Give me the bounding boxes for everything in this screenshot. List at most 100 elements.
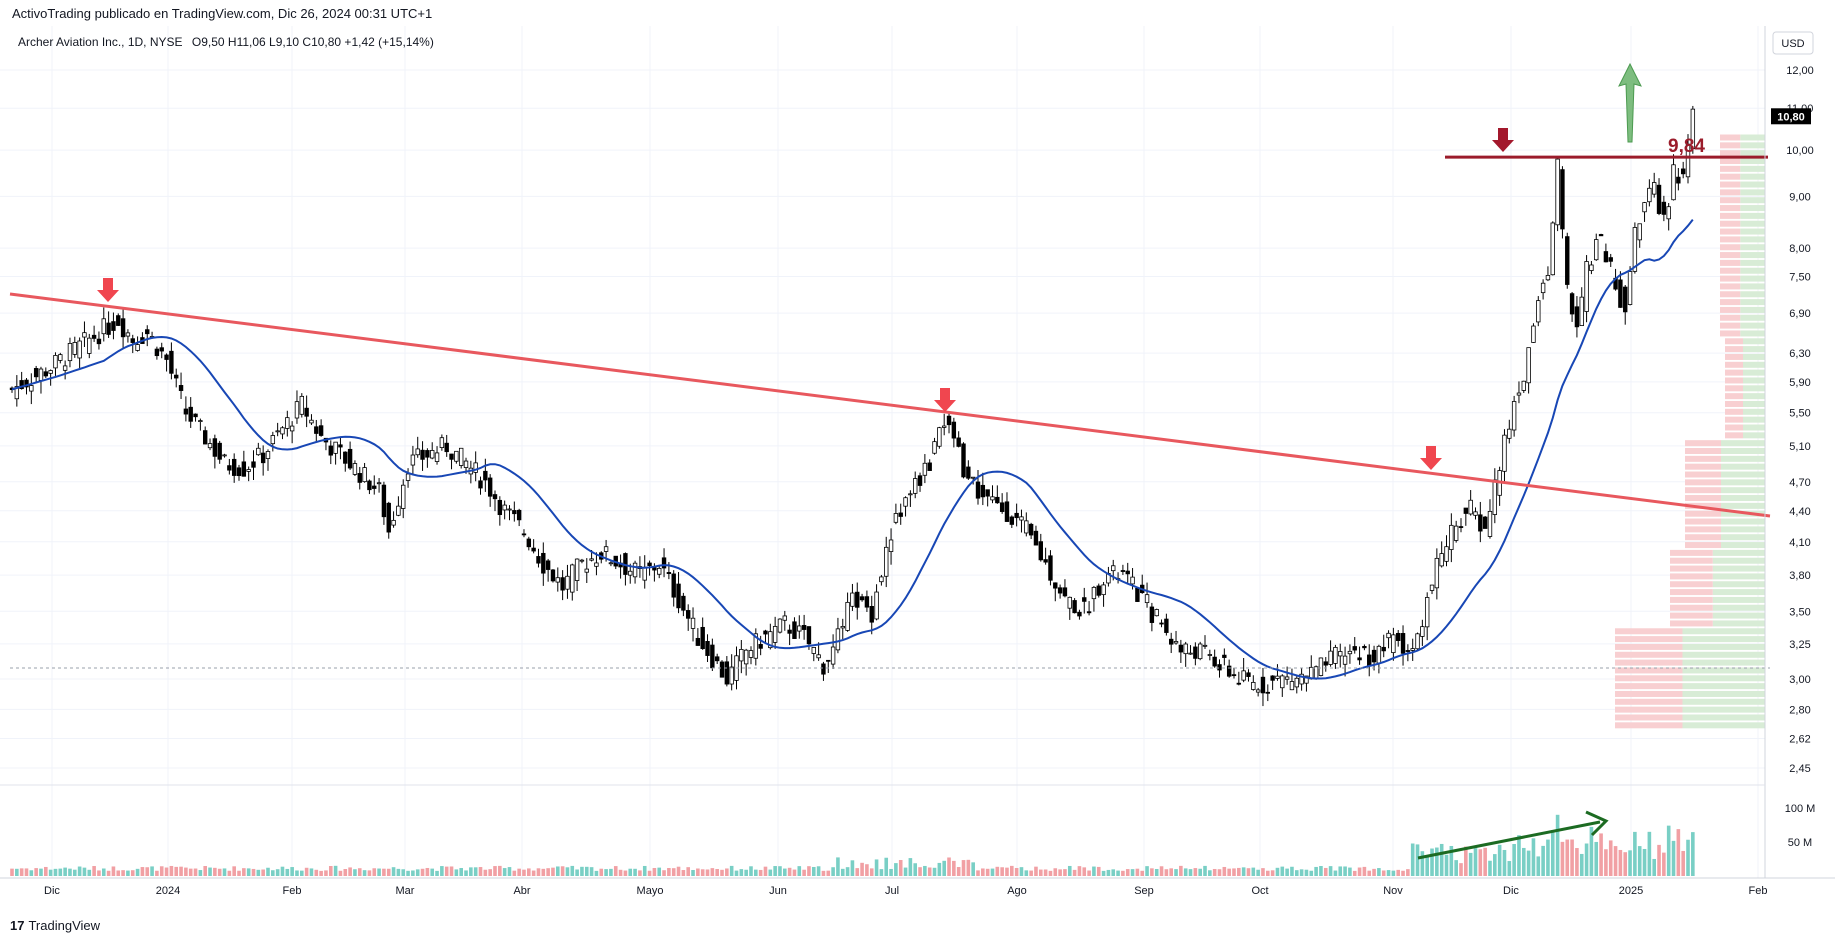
volume-bar (850, 860, 855, 876)
volume-bar (565, 867, 570, 876)
candle-body (1053, 582, 1058, 589)
volume-bar (1618, 849, 1623, 876)
candle-body (265, 451, 271, 459)
candle-body (289, 425, 295, 432)
volume-bar (512, 870, 517, 876)
candle-body (1033, 530, 1039, 546)
volume-bar (1357, 867, 1362, 876)
candle-body (304, 407, 309, 417)
volume-bar (725, 868, 729, 876)
volume-bar (676, 866, 681, 876)
candle-body (1439, 553, 1444, 567)
currency-button[interactable]: USD (1772, 31, 1814, 55)
candle-body (941, 425, 947, 428)
price-tick: 10,00 (1786, 145, 1814, 157)
volume-bar (1473, 848, 1478, 876)
profile-bar-up (1682, 675, 1765, 682)
time-axis-ticks: Dic 2024 Feb Mar Abr Mayo Jun Jul Ago Sep Oct Nov Di… (44, 885, 1767, 897)
candle-body (463, 460, 469, 468)
volume-bar (256, 869, 261, 876)
price-chart[interactable]: 9,84 12,0011,0010,009,008,007,506,906,30… (0, 0, 1835, 912)
candle-body (1666, 206, 1671, 220)
profile-bar-up (1712, 604, 1765, 611)
price-tick: 2,62 (1789, 734, 1810, 746)
profile-bar-up (1743, 353, 1765, 360)
volume-bar (1053, 868, 1058, 876)
profile-bar-up (1682, 714, 1765, 721)
profile-bar-up (1740, 158, 1765, 165)
candle-body (1565, 236, 1570, 285)
candle-body (405, 473, 411, 481)
volume-bar (1608, 840, 1613, 876)
candle-body (43, 371, 49, 377)
profile-bar-up (1712, 612, 1765, 619)
volume-bar (343, 869, 348, 876)
volume-bar (1444, 854, 1449, 876)
candle-body (1024, 520, 1029, 534)
candle-body (526, 538, 532, 548)
volume-bar (754, 869, 758, 876)
candle-body (1569, 293, 1575, 315)
candle-body (246, 469, 251, 472)
candle-body (975, 481, 981, 499)
volume-bar (314, 869, 319, 876)
profile-bar-up (1740, 142, 1765, 149)
profile-bar-up (1743, 393, 1765, 400)
candle-body (743, 649, 749, 665)
volume-bar (710, 868, 715, 876)
profile-bar-down (1720, 330, 1741, 337)
candle-body (748, 650, 754, 658)
candle-body (444, 442, 449, 453)
volume-bar (1613, 846, 1618, 876)
volume-bar (729, 865, 734, 876)
candle-body (1043, 559, 1048, 563)
candle-body (33, 368, 39, 378)
candle-body (1009, 516, 1015, 525)
volume-bar (749, 866, 753, 876)
profile-bar-up (1740, 267, 1765, 274)
candle-body (990, 496, 995, 501)
candle-body (478, 480, 483, 489)
volume-bar (1676, 829, 1681, 876)
volume-bar (1352, 870, 1357, 876)
volume-bar (1439, 843, 1444, 876)
volume-bar (15, 868, 19, 876)
candle-body (1130, 576, 1135, 585)
profile-bar-up (1740, 189, 1765, 196)
volume-bar (1391, 870, 1396, 876)
volume-bar (304, 867, 309, 876)
volume-bar (1497, 844, 1502, 876)
volume-bar (831, 867, 835, 876)
volume-bar (348, 867, 352, 876)
profile-bar-up (1712, 557, 1765, 564)
tradingview-brand: TradingView (28, 918, 101, 933)
profile-bar-up (1743, 416, 1765, 423)
candle-body (1478, 514, 1483, 532)
candle-body (922, 462, 928, 476)
volume-bar (217, 868, 222, 876)
profile-bar-down (1685, 502, 1721, 509)
candle-body (1531, 325, 1536, 343)
candle-body (1376, 645, 1382, 664)
candle-body (661, 557, 667, 569)
candle-body (1275, 675, 1280, 679)
volume-bar (681, 870, 686, 876)
volume-bar (1198, 868, 1202, 876)
volume-bar (1338, 866, 1343, 876)
volume-bar (1381, 870, 1386, 876)
candle-body (811, 647, 816, 654)
profile-bar-up (1740, 236, 1765, 243)
candle-body (792, 621, 797, 639)
profile-bar-up (1740, 259, 1765, 266)
candle-body (285, 417, 290, 429)
tradingview-footer[interactable]: 17 TradingView (0, 912, 400, 939)
profile-bar-down (1720, 181, 1741, 188)
candle-body (758, 644, 763, 649)
profile-bar-down (1725, 408, 1743, 415)
candle-body (1647, 187, 1652, 203)
volume-bar (478, 867, 483, 876)
profile-bar-down (1670, 612, 1713, 619)
candle-body (1197, 643, 1203, 660)
candle-body (222, 454, 227, 457)
candle-body (483, 470, 488, 481)
